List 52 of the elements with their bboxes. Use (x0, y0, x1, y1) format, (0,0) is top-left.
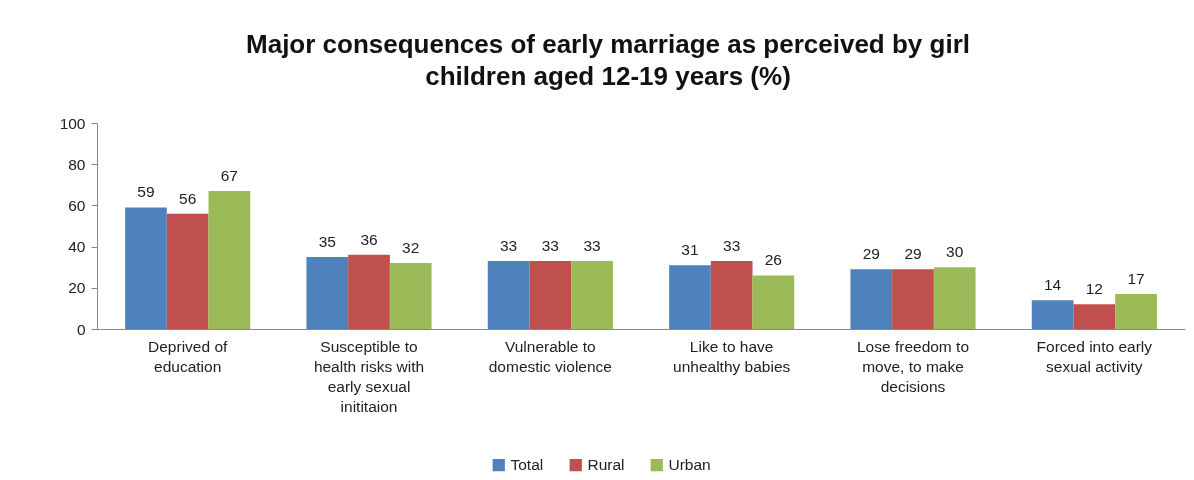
data-label: 33 (723, 237, 741, 255)
bar (571, 261, 613, 329)
legend-label: Rural (587, 456, 625, 474)
bar (389, 263, 432, 329)
bar (166, 213, 209, 329)
data-label: 31 (681, 241, 699, 259)
x-tick-label: Vulnerable to domestic violence (488, 337, 612, 375)
bar (669, 265, 711, 329)
bar (1031, 300, 1074, 329)
x-tick-label: Like to have unhealthy babies (673, 337, 791, 375)
bar (487, 261, 530, 329)
x-tick-label: Forced into early sexual activity (1036, 337, 1153, 375)
bar (892, 269, 934, 329)
data-label: 30 (946, 243, 964, 261)
data-label: 35 (318, 232, 336, 250)
bar (752, 275, 795, 329)
y-tick-label: 80 (68, 155, 86, 173)
bar (850, 269, 893, 329)
data-label: 33 (541, 237, 559, 255)
data-label: 26 (764, 251, 782, 269)
data-label: 12 (1085, 280, 1103, 298)
bar (306, 256, 349, 329)
data-label: 17 (1127, 269, 1145, 287)
y-tick-label: 20 (68, 279, 86, 297)
x-tick-label: Susceptible to health risks with early sexual inititaion (313, 337, 425, 415)
data-label: 29 (862, 245, 880, 263)
legend-label: Total (510, 456, 544, 474)
bar (529, 261, 572, 329)
y-tick-label: 100 (59, 114, 86, 132)
data-label: 32 (402, 239, 420, 257)
bar (348, 254, 390, 329)
bar (1115, 293, 1157, 329)
bar (1073, 304, 1116, 329)
bar (125, 207, 167, 329)
y-tick-label: 40 (68, 238, 86, 256)
x-tick-label: Deprived of education (148, 337, 228, 375)
data-label: 67 (220, 166, 238, 184)
bar (933, 267, 976, 329)
y-tick-label: 60 (68, 196, 86, 214)
bar (208, 190, 251, 329)
chart-title: Major consequences of early marriage as perceived by girl children aged 12-19 years (%) (246, 29, 970, 91)
x-tick-label: Lose freedom to move, to make decisions (856, 337, 970, 395)
data-label: 33 (500, 237, 518, 255)
data-label: 36 (360, 230, 378, 248)
y-tick-label: 0 (76, 320, 86, 338)
data-label: 56 (179, 189, 197, 207)
data-label: 14 (1044, 276, 1062, 294)
bar (710, 261, 753, 329)
legend-label: Urban (668, 456, 711, 474)
data-label: 29 (904, 245, 922, 263)
data-label: 33 (583, 237, 601, 255)
data-label: 59 (137, 183, 155, 201)
